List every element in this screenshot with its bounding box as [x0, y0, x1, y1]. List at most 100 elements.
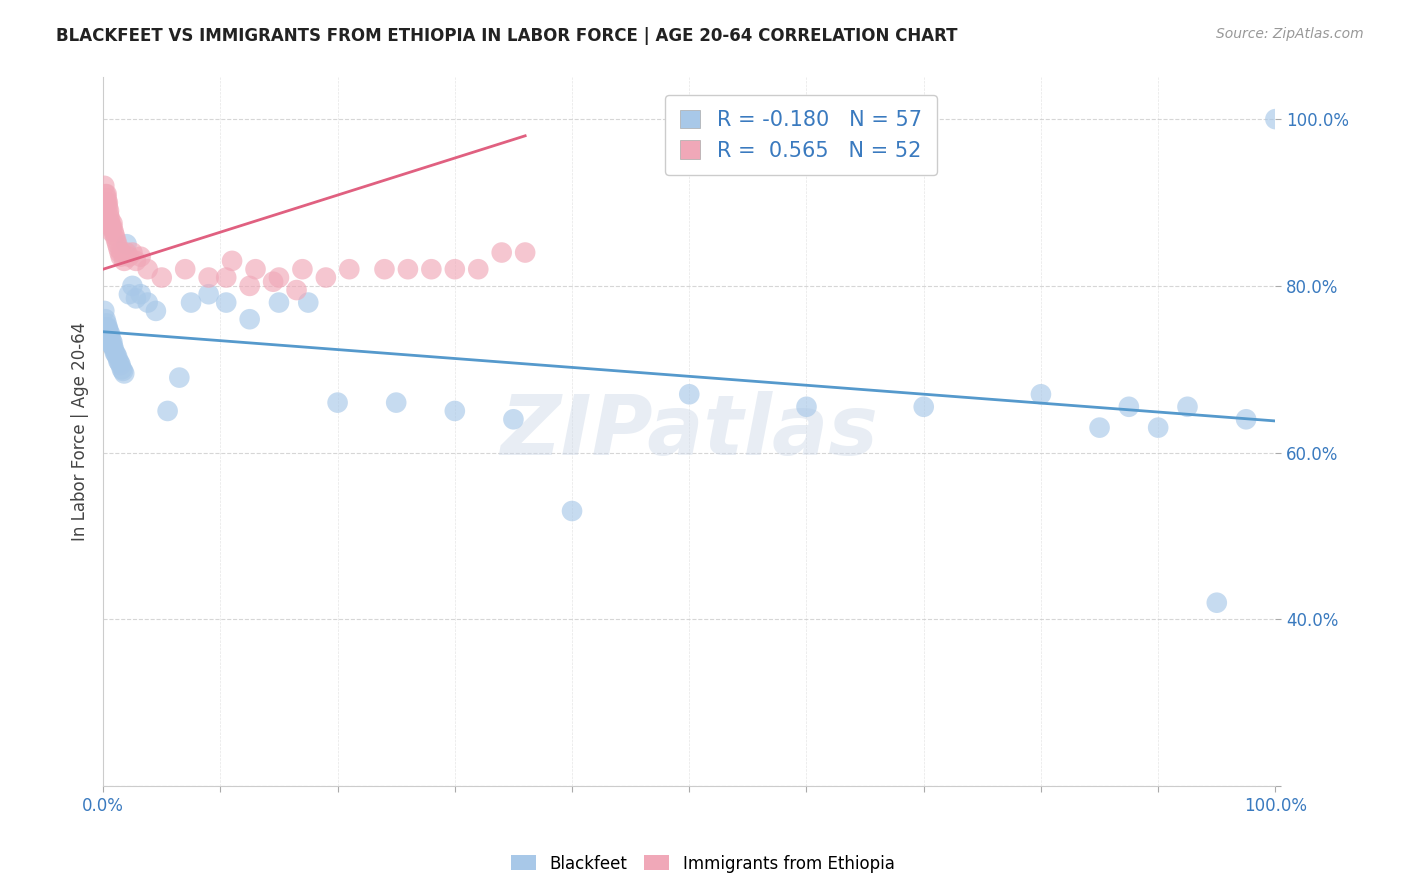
Point [111, 362, 134, 376]
Point [101, 216, 124, 230]
Point [326, 395, 349, 409]
Point [96, 191, 118, 205]
Point [107, 354, 129, 368]
Point [515, 245, 537, 260]
Point [291, 262, 314, 277]
Point [1029, 387, 1052, 401]
Point [267, 270, 290, 285]
Point [115, 245, 138, 260]
Point [239, 312, 262, 326]
Point [125, 253, 148, 268]
Point [96, 187, 118, 202]
Point [385, 395, 408, 409]
Point [98, 330, 121, 344]
Point [1177, 400, 1199, 414]
Point [96, 329, 118, 343]
Point [678, 387, 700, 401]
Point [136, 262, 159, 277]
Point [97, 322, 120, 336]
Text: BLACKFEET VS IMMIGRANTS FROM ETHIOPIA IN LABOR FORCE | AGE 20-64 CORRELATION CHA: BLACKFEET VS IMMIGRANTS FROM ETHIOPIA IN… [56, 27, 957, 45]
Point [197, 287, 219, 301]
Point [502, 412, 524, 426]
Point [1264, 112, 1286, 127]
Point [108, 355, 131, 369]
Point [1147, 420, 1170, 434]
Point [136, 295, 159, 310]
Legend: Blackfeet, Immigrants from Ethiopia: Blackfeet, Immigrants from Ethiopia [505, 848, 901, 880]
Point [297, 295, 319, 310]
Point [443, 404, 465, 418]
Point [180, 295, 202, 310]
Point [145, 304, 167, 318]
Point [156, 404, 179, 418]
Point [107, 241, 129, 255]
Point [96, 195, 118, 210]
Point [98, 216, 121, 230]
Point [125, 292, 148, 306]
Point [561, 504, 583, 518]
Point [337, 262, 360, 277]
Point [245, 262, 267, 277]
Point [110, 250, 132, 264]
Point [97, 320, 120, 334]
Point [112, 364, 135, 378]
Point [98, 327, 121, 342]
Point [98, 203, 121, 218]
Point [98, 329, 121, 343]
Point [98, 208, 121, 222]
Point [118, 287, 141, 301]
Point [262, 275, 284, 289]
Text: ZIPatlas: ZIPatlas [501, 392, 879, 472]
Point [129, 287, 152, 301]
Point [100, 220, 122, 235]
Point [97, 200, 120, 214]
Legend: R = -0.180   N = 57, R =  0.565   N = 52: R = -0.180 N = 57, R = 0.565 N = 52 [665, 95, 936, 176]
Point [912, 400, 935, 414]
Point [110, 358, 132, 372]
Point [115, 237, 138, 252]
Point [239, 278, 262, 293]
Point [1205, 596, 1227, 610]
Point [101, 335, 124, 350]
Point [443, 262, 465, 277]
Point [100, 337, 122, 351]
Point [96, 317, 118, 331]
Point [221, 253, 243, 268]
Y-axis label: In Labor Force | Age 20-64: In Labor Force | Age 20-64 [72, 322, 89, 541]
Point [98, 212, 121, 227]
Point [104, 345, 127, 359]
Point [121, 278, 143, 293]
Point [100, 225, 122, 239]
Point [93, 178, 115, 193]
Point [105, 347, 128, 361]
Point [285, 283, 308, 297]
Point [105, 233, 128, 247]
Point [100, 333, 122, 347]
Point [1088, 420, 1111, 434]
Point [96, 320, 118, 334]
Point [98, 325, 121, 339]
Point [150, 270, 173, 285]
Point [105, 350, 128, 364]
Point [94, 320, 117, 334]
Point [267, 295, 290, 310]
Point [97, 195, 120, 210]
Point [103, 342, 125, 356]
Point [491, 245, 513, 260]
Point [467, 262, 489, 277]
Point [1118, 400, 1140, 414]
Point [111, 245, 134, 260]
Point [108, 245, 131, 260]
Point [373, 262, 395, 277]
Point [118, 250, 141, 264]
Point [101, 220, 124, 235]
Point [94, 187, 117, 202]
Point [315, 270, 337, 285]
Point [94, 200, 117, 214]
Point [93, 304, 115, 318]
Point [1234, 412, 1257, 426]
Point [796, 400, 818, 414]
Point [215, 270, 238, 285]
Point [121, 245, 143, 260]
Point [104, 228, 127, 243]
